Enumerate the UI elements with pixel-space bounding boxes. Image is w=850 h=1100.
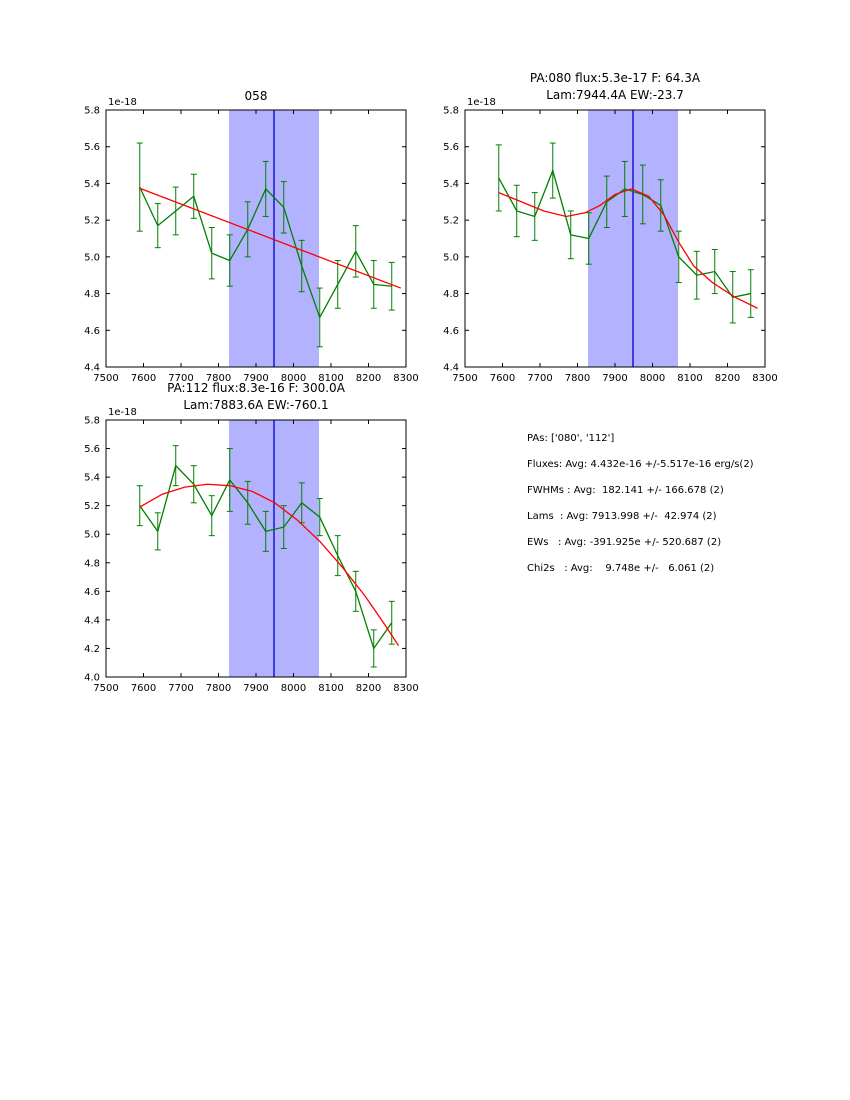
svg-text:7700: 7700 xyxy=(168,683,193,694)
svg-text:8100: 8100 xyxy=(318,373,343,384)
svg-text:8200: 8200 xyxy=(356,373,381,384)
stats-panel: PAs: ['080', '112'] Fluxes: Avg: 4.432e-… xyxy=(527,433,754,589)
svg-text:8300: 8300 xyxy=(393,683,418,694)
svg-text:5.0: 5.0 xyxy=(443,252,459,263)
svg-text:7800: 7800 xyxy=(565,373,590,384)
stats-fwhms: FWHMs : Avg: 182.141 +/- 166.678 (2) xyxy=(527,485,724,496)
svg-text:5.4: 5.4 xyxy=(443,179,459,190)
subplot2-title-line2: Lam:7944.4A EW:-23.7 xyxy=(546,88,684,102)
svg-text:1e-18: 1e-18 xyxy=(108,97,137,108)
svg-text:5.0: 5.0 xyxy=(84,530,100,541)
svg-text:7600: 7600 xyxy=(131,683,156,694)
svg-text:8000: 8000 xyxy=(281,683,306,694)
stats-lams: Lams : Avg: 7913.998 +/- 42.974 (2) xyxy=(527,511,717,522)
svg-text:5.4: 5.4 xyxy=(84,179,100,190)
subplot3-canvas: 7500 7600 7700 7800 7900 8000 8100 8200 8300 4.0 4… xyxy=(84,407,419,694)
svg-text:4.8: 4.8 xyxy=(443,289,459,300)
svg-text:7800: 7800 xyxy=(206,683,231,694)
stats-fluxes: Fluxes: Avg: 4.432e-16 +/-5.517e-16 erg/… xyxy=(527,459,754,470)
subplot2-canvas: 7500 7600 7700 7800 7900 8000 8100 8200 8300 4.4 4… xyxy=(443,97,778,384)
svg-text:8100: 8100 xyxy=(318,683,343,694)
subplot2-title: PA:080 flux:5.3e-17 F: 64.3A Lam:7944.4A… xyxy=(465,70,765,104)
svg-text:8300: 8300 xyxy=(393,373,418,384)
svg-text:8200: 8200 xyxy=(356,683,381,694)
subplot3-title-line2: Lam:7883.6A EW:-760.1 xyxy=(183,398,329,412)
svg-text:7600: 7600 xyxy=(490,373,515,384)
svg-text:5.2: 5.2 xyxy=(84,216,100,227)
svg-text:4.6: 4.6 xyxy=(443,326,459,337)
svg-text:4.8: 4.8 xyxy=(84,558,100,569)
svg-text:5.6: 5.6 xyxy=(84,142,100,153)
svg-text:5.6: 5.6 xyxy=(443,142,459,153)
svg-text:4.2: 4.2 xyxy=(84,644,100,655)
subplot1-canvas: 7500 7600 7700 7800 7900 8000 8100 8200 8300 4.4 4… xyxy=(84,97,419,384)
stats-chi2s: Chi2s : Avg: 9.748e +/- 6.061 (2) xyxy=(527,563,715,574)
svg-text:7900: 7900 xyxy=(602,373,627,384)
svg-text:5.0: 5.0 xyxy=(84,252,100,263)
subplot1-title-line1: 058 xyxy=(244,89,268,103)
svg-text:8200: 8200 xyxy=(715,373,740,384)
svg-text:4.8: 4.8 xyxy=(84,289,100,300)
svg-text:7900: 7900 xyxy=(243,683,268,694)
svg-text:7800: 7800 xyxy=(206,373,231,384)
svg-text:7500: 7500 xyxy=(93,373,118,384)
subplot3-title-line1: PA:112 flux:8.3e-16 F: 300.0A xyxy=(167,381,345,395)
svg-text:5.8: 5.8 xyxy=(84,106,100,117)
svg-text:7500: 7500 xyxy=(93,683,118,694)
svg-text:5.4: 5.4 xyxy=(84,473,100,484)
svg-text:1e-18: 1e-18 xyxy=(108,407,137,418)
svg-text:4.0: 4.0 xyxy=(84,673,100,684)
svg-text:5.2: 5.2 xyxy=(84,501,100,512)
stats-pas: PAs: ['080', '112'] xyxy=(527,433,615,444)
svg-text:5.8: 5.8 xyxy=(443,106,459,117)
svg-text:4.4: 4.4 xyxy=(84,363,100,374)
subplot2-title-line1: PA:080 flux:5.3e-17 F: 64.3A xyxy=(529,71,701,85)
svg-text:4.6: 4.6 xyxy=(84,326,100,337)
svg-text:7500: 7500 xyxy=(452,373,477,384)
svg-text:8000: 8000 xyxy=(281,373,306,384)
subplot3-title: PA:112 flux:8.3e-16 F: 300.0A Lam:7883.6… xyxy=(106,380,406,414)
stats-ews: EWs : Avg: -391.925e +/- 520.687 (2) xyxy=(527,537,722,548)
svg-text:4.6: 4.6 xyxy=(84,587,100,598)
svg-text:4.4: 4.4 xyxy=(84,615,100,626)
svg-text:5.8: 5.8 xyxy=(84,416,100,427)
svg-text:7600: 7600 xyxy=(131,373,156,384)
svg-text:4.4: 4.4 xyxy=(443,363,459,374)
svg-text:8300: 8300 xyxy=(752,373,777,384)
svg-text:7700: 7700 xyxy=(168,373,193,384)
svg-text:5.2: 5.2 xyxy=(443,216,459,227)
svg-text:7700: 7700 xyxy=(527,373,552,384)
subplot1-title: 058 xyxy=(106,88,406,105)
svg-text:1e-18: 1e-18 xyxy=(467,97,496,108)
svg-text:5.6: 5.6 xyxy=(84,444,100,455)
svg-text:8000: 8000 xyxy=(640,373,665,384)
svg-text:8100: 8100 xyxy=(677,373,702,384)
svg-text:7900: 7900 xyxy=(243,373,268,384)
